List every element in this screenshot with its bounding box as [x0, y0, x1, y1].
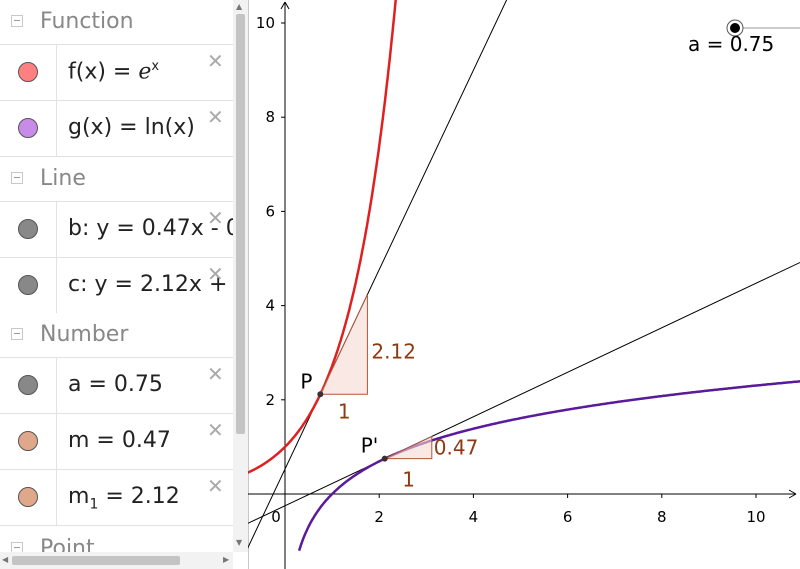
algebra-item-g[interactable]: g(x) = ln(x) ✕ — [0, 101, 233, 157]
algebra-item-f[interactable]: f(x) = ex ✕ — [0, 45, 233, 101]
collapse-icon[interactable] — [11, 172, 23, 184]
graphics-canvas[interactable]: 0 2 4 6 8 10 2 4 6 8 10 P P' 2.12 1 0.47 1 a = 0.75 — [248, 0, 800, 569]
expression-lhs: g(x) = — [68, 115, 145, 140]
visibility-toggle-icon[interactable] — [18, 487, 38, 507]
delete-icon[interactable]: ✕ — [207, 49, 224, 73]
slider-label: a = 0.75 — [688, 32, 774, 56]
algebra-item-m1[interactable]: m1 = 2.12 ✕ — [0, 470, 233, 526]
slider-handle-dot — [730, 23, 740, 33]
slope-label-b: 0.47 — [434, 436, 479, 460]
delete-icon[interactable]: ✕ — [207, 418, 224, 442]
point-label-P-prime: P' — [361, 434, 379, 458]
point-P-prime — [381, 455, 388, 462]
tangent-lines — [248, 0, 800, 549]
slope-triangle-b — [384, 435, 433, 460]
expression-lhs: m — [68, 484, 90, 509]
tangent-line-c — [248, 0, 508, 549]
y-tick-label: 8 — [265, 108, 275, 126]
group-header-function[interactable]: Function — [0, 0, 233, 45]
x-tick-label: 8 — [657, 508, 667, 526]
x-tick-label: 4 — [469, 508, 479, 526]
collapse-icon[interactable] — [11, 15, 23, 27]
x-tick-label: 10 — [746, 508, 765, 526]
collapse-icon[interactable] — [11, 328, 23, 340]
labels: P P' 2.12 1 0.47 1 — [300, 339, 478, 491]
visibility-toggle-icon[interactable] — [18, 219, 38, 239]
horizontal-scrollbar[interactable]: ◀ ▶ — [0, 552, 233, 569]
expression-lhs: f(x) = — [68, 59, 139, 85]
divider — [56, 101, 57, 156]
graphics-view[interactable]: 0 2 4 6 8 10 2 4 6 8 10 P P' 2.12 1 0.47 1 a = 0.75 — [248, 0, 800, 569]
slope-triangles — [319, 294, 433, 460]
delete-icon[interactable]: ✕ — [207, 206, 224, 230]
divider — [56, 470, 57, 525]
divider — [56, 358, 57, 413]
algebra-item-c[interactable]: c: y = 2.12x + 0.53 ✕ — [0, 258, 233, 314]
group-label: Function — [40, 9, 134, 34]
points — [317, 391, 388, 462]
expression-sub: 1 — [89, 496, 99, 513]
run-label-c: 1 — [338, 399, 351, 423]
scroll-left-icon[interactable]: ◀ — [2, 555, 9, 564]
visibility-toggle-icon[interactable] — [18, 118, 38, 138]
x-axis-arrow-icon — [788, 489, 797, 499]
divider — [56, 414, 57, 469]
point-label-P: P — [300, 369, 312, 393]
divider — [56, 45, 57, 100]
expression[interactable]: f(x) = ex — [68, 59, 233, 84]
expression[interactable]: b: y = 0.47x - 0.29 — [68, 216, 233, 241]
expression[interactable]: m = 0.47 — [68, 428, 171, 453]
visibility-toggle-icon[interactable] — [18, 275, 38, 295]
y-tick-label: 4 — [265, 297, 275, 315]
expression-rhs: e — [138, 59, 152, 85]
slope-label-c: 2.12 — [371, 339, 416, 363]
scrollbar-thumb[interactable] — [236, 14, 245, 434]
delete-icon[interactable]: ✕ — [207, 105, 224, 129]
algebra-item-m[interactable]: m = 0.47 ✕ — [0, 414, 233, 470]
curve-f — [248, 0, 397, 474]
function-curves — [248, 0, 800, 552]
expression[interactable]: c: y = 2.12x + 0.53 — [68, 272, 233, 297]
expression-sup: x — [151, 59, 160, 74]
y-tick-label: 10 — [256, 14, 275, 32]
y-axis-arrow-icon — [280, 1, 290, 10]
group-header-line[interactable]: Line — [0, 157, 233, 202]
scroll-up-icon[interactable]: ▲ — [236, 2, 243, 11]
scroll-down-icon[interactable]: ▼ — [236, 538, 243, 547]
tangent-line-b — [248, 261, 800, 524]
group-header-number[interactable]: Number — [0, 313, 233, 358]
point-P — [317, 391, 324, 398]
y-tick-label: 6 — [265, 202, 275, 220]
visibility-toggle-icon[interactable] — [18, 62, 38, 82]
expression-rhs: ln(x) — [144, 115, 195, 140]
divider — [56, 202, 57, 257]
scroll-right-icon[interactable]: ▶ — [223, 555, 230, 564]
x-tick-label: 6 — [563, 508, 573, 526]
expression[interactable]: a = 0.75 — [68, 372, 163, 397]
expression[interactable]: m1 = 2.12 — [68, 484, 233, 512]
algebra-view: Function f(x) = ex ✕ g(x) = ln(x) ✕ Line… — [0, 0, 249, 569]
algebra-item-b[interactable]: b: y = 0.47x - 0.29 ✕ — [0, 202, 233, 258]
group-label: Number — [40, 322, 129, 347]
slider-a[interactable]: a = 0.75 — [688, 19, 800, 56]
delete-icon[interactable]: ✕ — [207, 474, 224, 498]
x-tick-label: 2 — [374, 508, 384, 526]
run-label-b: 1 — [402, 468, 415, 492]
axes: 0 2 4 6 8 10 2 4 6 8 10 — [248, 1, 797, 569]
vertical-scrollbar[interactable]: ▲ ▼ — [233, 0, 248, 552]
delete-icon[interactable]: ✕ — [207, 362, 224, 386]
group-label: Line — [40, 166, 86, 191]
expression[interactable]: g(x) = ln(x) — [68, 115, 233, 140]
divider — [56, 258, 57, 313]
expression-rhs: = 2.12 — [98, 484, 180, 509]
slope-triangle-c — [319, 294, 368, 395]
visibility-toggle-icon[interactable] — [18, 431, 38, 451]
delete-icon[interactable]: ✕ — [207, 262, 224, 286]
y-tick-label: 2 — [265, 391, 275, 409]
algebra-item-a[interactable]: a = 0.75 ✕ — [0, 358, 233, 414]
x-tick-label: 0 — [271, 508, 281, 526]
scrollbar-thumb[interactable] — [12, 556, 180, 565]
visibility-toggle-icon[interactable] — [18, 375, 38, 395]
